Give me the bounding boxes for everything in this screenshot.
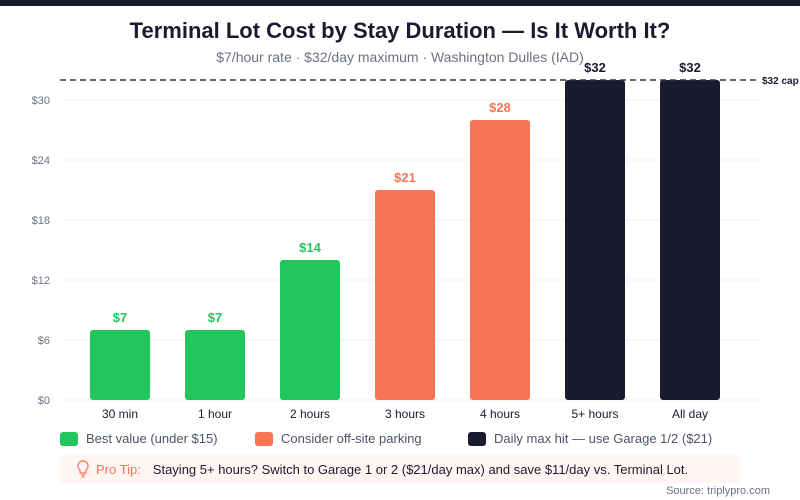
data-label: $32 [584,60,606,75]
y-tick-label: $30 [32,95,50,107]
top-bar [0,0,800,6]
legend-item-off-site: Consider off-site parking [255,431,468,446]
source-credit: Source: triplypro.com [666,485,770,497]
legend-swatch [255,431,273,446]
bar-chart: $0 $6 $12 $18 $24 $30 $7 30 min $7 1 hour $14 2 hou… [32,60,799,421]
y-tick-label: $12 [32,275,50,287]
legend-swatch [60,431,78,446]
data-label: $21 [394,170,416,185]
x-tick-label: 1 hour [198,407,232,421]
x-tick-label: 2 hours [290,407,330,421]
data-label: $32 [679,60,701,75]
bar-3-hours [375,190,435,400]
legend-item-daily-max: Daily max hit — use Garage 1/2 ($21) [468,431,712,446]
bar-5-hours [565,80,625,400]
x-tick-label: 30 min [102,407,138,421]
legend: Best value (under $15) Consider off-site… [60,431,712,446]
y-tick-label: $6 [38,335,50,347]
lightbulb-icon [77,460,89,478]
bar-2-hours [280,260,340,400]
y-tick-label: $18 [32,215,50,227]
pro-tip-text: Staying 5+ hours? Switch to Garage 1 or … [152,461,689,477]
x-tick-label: 5+ hours [571,407,618,421]
bar-30-min [90,330,150,400]
x-tick-label: 3 hours [385,407,425,421]
chart-subtitle: $7/hour rate · $32/day maximum · Washing… [216,49,584,65]
bar-all-day [660,80,720,400]
data-label: $14 [299,240,321,255]
pro-tip-banner: Pro Tip: Staying 5+ hours? Switch to Gar… [60,455,740,483]
data-label: $7 [113,310,127,325]
y-tick-label: $0 [38,395,50,407]
legend-item-best-value: Best value (under $15) [60,431,255,446]
data-label: $7 [208,310,222,325]
data-label: $28 [489,100,511,115]
pro-tip-label: Pro Tip: [96,461,141,477]
x-tick-label: All day [672,407,708,421]
y-tick-label: $24 [32,155,50,167]
legend-swatch [468,431,486,446]
bar-1-hour [185,330,245,400]
bar-4-hours [470,120,530,400]
cap-reference-label: $32 cap [762,76,799,87]
x-tick-label: 4 hours [480,407,520,421]
chart-title: Terminal Lot Cost by Stay Duration — Is … [129,18,671,43]
